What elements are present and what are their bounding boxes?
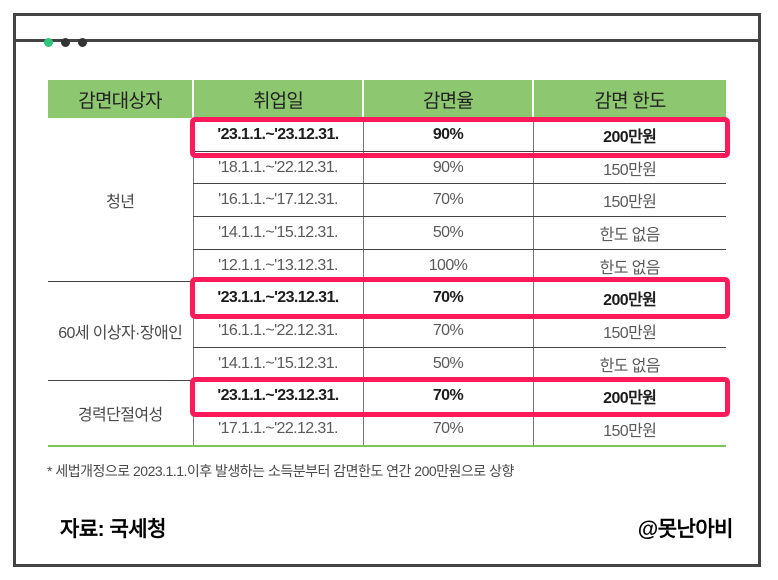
table-row: 60세 이상자·장애인 '23.1.1.~'23.12.31. 70% 200만…: [48, 281, 726, 381]
table-row: 경력단절여성 '23.1.1.~'23.12.31. 70% 200만원: [48, 380, 726, 447]
period-cell: '17.1.1.~'22.12.31.: [192, 412, 363, 447]
rate-cell: 50%: [362, 347, 533, 381]
group-label-senior-disabled: 60세 이상자·장애인: [48, 281, 193, 381]
footnote: * 세법개정으로 2023.1.1.이후 발생하는 소득분부터 감면한도 연간 …: [47, 463, 514, 479]
period-cell: '23.1.1.~'23.12.31.: [192, 118, 363, 152]
table: 감면대상자 취업일 감면율 감면 한도 청년 '23.1.1.~'23.12.3…: [48, 80, 726, 447]
table-row: '16.1.1.~'22.12.31. 70% 150만원: [48, 314, 726, 348]
rate-cell: 100%: [362, 249, 533, 283]
dark-dot-icon: [61, 38, 70, 47]
rate-cell: 90%: [362, 118, 533, 152]
rate-cell: 90%: [362, 151, 533, 185]
period-cell: '12.1.1.~'13.12.31.: [192, 249, 363, 283]
rate-cell: 70%: [362, 412, 533, 447]
source-label: 자료: 국세청: [60, 518, 166, 541]
table-row: 청년 '23.1.1.~'23.12.31. 90% 200만원: [48, 118, 726, 283]
header-employment-date: 취업일: [192, 80, 363, 119]
limit-cell: 한도 없음: [532, 347, 726, 381]
header-target: 감면대상자: [48, 80, 193, 119]
limit-cell: 한도 없음: [532, 216, 726, 250]
table-row: '14.1.1.~'15.12.31. 50% 한도 없음: [48, 216, 726, 250]
table-header-row: 감면대상자 취업일 감면율 감면 한도: [48, 80, 726, 119]
period-cell: '14.1.1.~'15.12.31.: [192, 216, 363, 250]
period-cell: '16.1.1.~'17.12.31.: [192, 183, 363, 218]
table-row: '12.1.1.~'13.12.31. 100% 한도 없음: [48, 249, 726, 283]
table-row: '17.1.1.~'22.12.31. 70% 150만원: [48, 412, 726, 447]
dark-dot-icon: [78, 38, 87, 47]
limit-cell: 150만원: [532, 412, 726, 447]
green-dot-icon: [44, 38, 53, 47]
titlebar-divider: [16, 39, 758, 42]
limit-cell: 한도 없음: [532, 249, 726, 283]
period-cell: '23.1.1.~'23.12.31.: [192, 281, 363, 316]
limit-cell: 200만원: [532, 380, 726, 414]
limit-cell: 200만원: [532, 281, 726, 316]
table-row: '16.1.1.~'17.12.31. 70% 150만원: [48, 183, 726, 218]
limit-cell: 150만원: [532, 183, 726, 218]
limit-cell: 150만원: [532, 314, 726, 348]
rate-cell: 70%: [362, 183, 533, 218]
credit-label: @못난아비: [637, 518, 734, 541]
limit-cell: 150만원: [532, 151, 726, 185]
period-cell: '18.1.1.~'22.12.31.: [192, 151, 363, 185]
rate-cell: 50%: [362, 216, 533, 250]
period-cell: '16.1.1.~'22.12.31.: [192, 314, 363, 348]
tax-reduction-table: 감면대상자 취업일 감면율 감면 한도 청년 '23.1.1.~'23.12.3…: [48, 80, 726, 447]
rate-cell: 70%: [362, 380, 533, 414]
table-row: '14.1.1.~'15.12.31. 50% 한도 없음: [48, 347, 726, 381]
header-reduction-limit: 감면 한도: [532, 80, 726, 119]
group-label-youth: 청년: [48, 118, 193, 283]
rate-cell: 70%: [362, 281, 533, 316]
header-reduction-rate: 감면율: [362, 80, 533, 119]
period-cell: '14.1.1.~'15.12.31.: [192, 347, 363, 381]
limit-cell: 200만원: [532, 118, 726, 152]
period-cell: '23.1.1.~'23.12.31.: [192, 380, 363, 414]
group-label-career-break-women: 경력단절여성: [48, 380, 193, 447]
rate-cell: 70%: [362, 314, 533, 348]
